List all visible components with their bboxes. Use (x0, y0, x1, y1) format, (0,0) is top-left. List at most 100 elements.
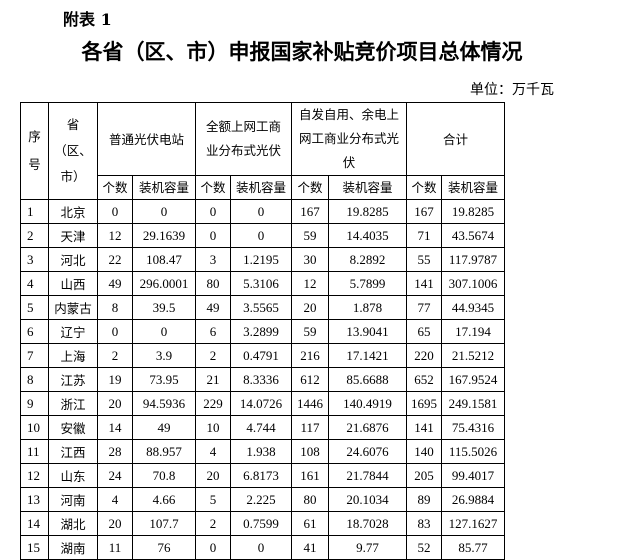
cell-self-use-capacity: 24.6076 (328, 439, 408, 464)
cell-self-use-count: 216 (291, 343, 330, 368)
cell-full-grid-capacity: 1.938 (230, 439, 293, 464)
cell-self-use-capacity: 1.878 (328, 295, 408, 320)
cell-total-count: 1695 (406, 391, 443, 416)
cell-utility-capacity: 73.95 (131, 367, 197, 392)
cell-self-use-capacity: 140.4919 (328, 391, 408, 416)
cell-seq: 2 (20, 223, 49, 248)
header-province: 省（区、市） (48, 102, 98, 200)
table-row: 8 江苏 19 73.95 21 8.3336 612 85.6688 652 167.9524 (20, 367, 506, 392)
cell-full-grid-capacity: 0 (230, 223, 293, 248)
cell-utility-capacity: 108.47 (131, 247, 197, 272)
cell-full-grid-capacity: 3.5565 (230, 295, 293, 320)
cell-total-count: 167 (406, 199, 443, 224)
cell-province: 天津 (48, 223, 98, 248)
table-row: 5 内蒙古 8 39.5 49 3.5565 20 1.878 77 44.9345 (20, 295, 506, 320)
table-row: 3 河北 22 108.47 3 1.2195 30 8.2892 55 117.9787 (20, 247, 506, 272)
cell-self-use-capacity: 17.1421 (328, 343, 408, 368)
cell-province: 山西 (48, 271, 98, 296)
table-row: 9 浙江 20 94.5936 229 14.0726 1446 140.4919 1695 24… (20, 391, 506, 416)
cell-province: 河北 (48, 247, 98, 272)
cell-total-count: 71 (406, 223, 443, 248)
cell-total-capacity: 26.9884 (441, 487, 506, 512)
cell-self-use-capacity: 19.8285 (328, 199, 408, 224)
cell-total-count: 220 (406, 343, 443, 368)
cell-province: 上海 (48, 343, 98, 368)
cell-total-capacity: 19.8285 (441, 199, 506, 224)
cell-seq: 13 (20, 487, 49, 512)
cell-total-count: 55 (406, 247, 443, 272)
cell-full-grid-capacity: 4.744 (230, 415, 293, 440)
cell-utility-count: 14 (97, 415, 133, 440)
cell-utility-capacity: 94.5936 (131, 391, 197, 416)
page-title: 各省（区、市）申报国家补贴竞价项目总体情况 (0, 36, 634, 66)
cell-total-count: 77 (406, 295, 443, 320)
cell-full-grid-count: 20 (195, 463, 232, 488)
cell-total-capacity: 44.9345 (441, 295, 506, 320)
cell-self-use-count: 167 (291, 199, 330, 224)
cell-seq: 4 (20, 271, 49, 296)
cell-total-count: 140 (406, 439, 443, 464)
cell-full-grid-capacity: 3.2899 (230, 319, 293, 344)
cell-total-count: 83 (406, 511, 443, 536)
cell-utility-capacity: 88.957 (131, 439, 197, 464)
cell-full-grid-count: 49 (195, 295, 232, 320)
cell-province: 江苏 (48, 367, 98, 392)
cell-total-capacity: 127.1627 (441, 511, 506, 536)
cell-seq: 7 (20, 343, 49, 368)
header-group-total: 合计 (406, 102, 506, 176)
subheader-count: 个数 (195, 175, 232, 200)
cell-seq: 12 (20, 463, 49, 488)
subheader-capacity: 装机容量 (328, 175, 408, 200)
cell-self-use-capacity: 18.7028 (328, 511, 408, 536)
cell-seq: 5 (20, 295, 49, 320)
cell-full-grid-capacity: 0 (230, 199, 293, 224)
cell-self-use-capacity: 5.7899 (328, 271, 408, 296)
cell-total-count: 65 (406, 319, 443, 344)
cell-province: 安徽 (48, 415, 98, 440)
cell-self-use-count: 80 (291, 487, 330, 512)
cell-seq: 10 (20, 415, 49, 440)
cell-seq: 6 (20, 319, 49, 344)
cell-utility-count: 2 (97, 343, 133, 368)
cell-seq: 1 (20, 199, 49, 224)
cell-utility-count: 12 (97, 223, 133, 248)
cell-seq: 8 (20, 367, 49, 392)
cell-full-grid-count: 2 (195, 511, 232, 536)
cell-full-grid-count: 6 (195, 319, 232, 344)
cell-utility-count: 0 (97, 319, 133, 344)
cell-self-use-count: 61 (291, 511, 330, 536)
table-row: 6 辽宁 0 0 6 3.2899 59 13.9041 65 17.194 (20, 319, 506, 344)
cell-utility-capacity: 107.7 (131, 511, 197, 536)
cell-province: 北京 (48, 199, 98, 224)
table-row: 1 北京 0 0 0 0 167 19.8285 167 19.8285 (20, 199, 506, 224)
cell-full-grid-capacity: 0.7599 (230, 511, 293, 536)
cell-full-grid-capacity: 0.4791 (230, 343, 293, 368)
cell-self-use-capacity: 13.9041 (328, 319, 408, 344)
cell-utility-count: 19 (97, 367, 133, 392)
cell-utility-count: 8 (97, 295, 133, 320)
subheader-capacity: 装机容量 (230, 175, 293, 200)
cell-utility-capacity: 70.8 (131, 463, 197, 488)
cell-full-grid-count: 80 (195, 271, 232, 296)
cell-utility-capacity: 296.0001 (131, 271, 197, 296)
cell-full-grid-count: 3 (195, 247, 232, 272)
cell-utility-count: 4 (97, 487, 133, 512)
cell-total-count: 652 (406, 367, 443, 392)
cell-full-grid-count: 5 (195, 487, 232, 512)
title-text: 各省（区、市）申报国家补贴竞价项目总体情况 (81, 40, 523, 64)
table-row: 2 天津 12 29.1639 0 0 59 14.4035 71 43.5674 (20, 223, 506, 248)
unit-label: 单位：万千瓦 (470, 82, 554, 98)
cell-self-use-capacity: 20.1034 (328, 487, 408, 512)
cell-province: 山东 (48, 463, 98, 488)
table-row: 7 上海 2 3.9 2 0.4791 216 17.1421 220 21.5212 (20, 343, 506, 368)
cell-seq: 14 (20, 511, 49, 536)
cell-total-capacity: 17.194 (441, 319, 506, 344)
cell-total-capacity: 115.5026 (441, 439, 506, 464)
cell-utility-count: 20 (97, 391, 133, 416)
cell-self-use-capacity: 85.6688 (328, 367, 408, 392)
cell-self-use-count: 12 (291, 271, 330, 296)
cell-province: 内蒙古 (48, 295, 98, 320)
cell-total-capacity: 117.9787 (441, 247, 506, 272)
cell-utility-capacity: 29.1639 (131, 223, 197, 248)
cell-utility-count: 0 (97, 199, 133, 224)
